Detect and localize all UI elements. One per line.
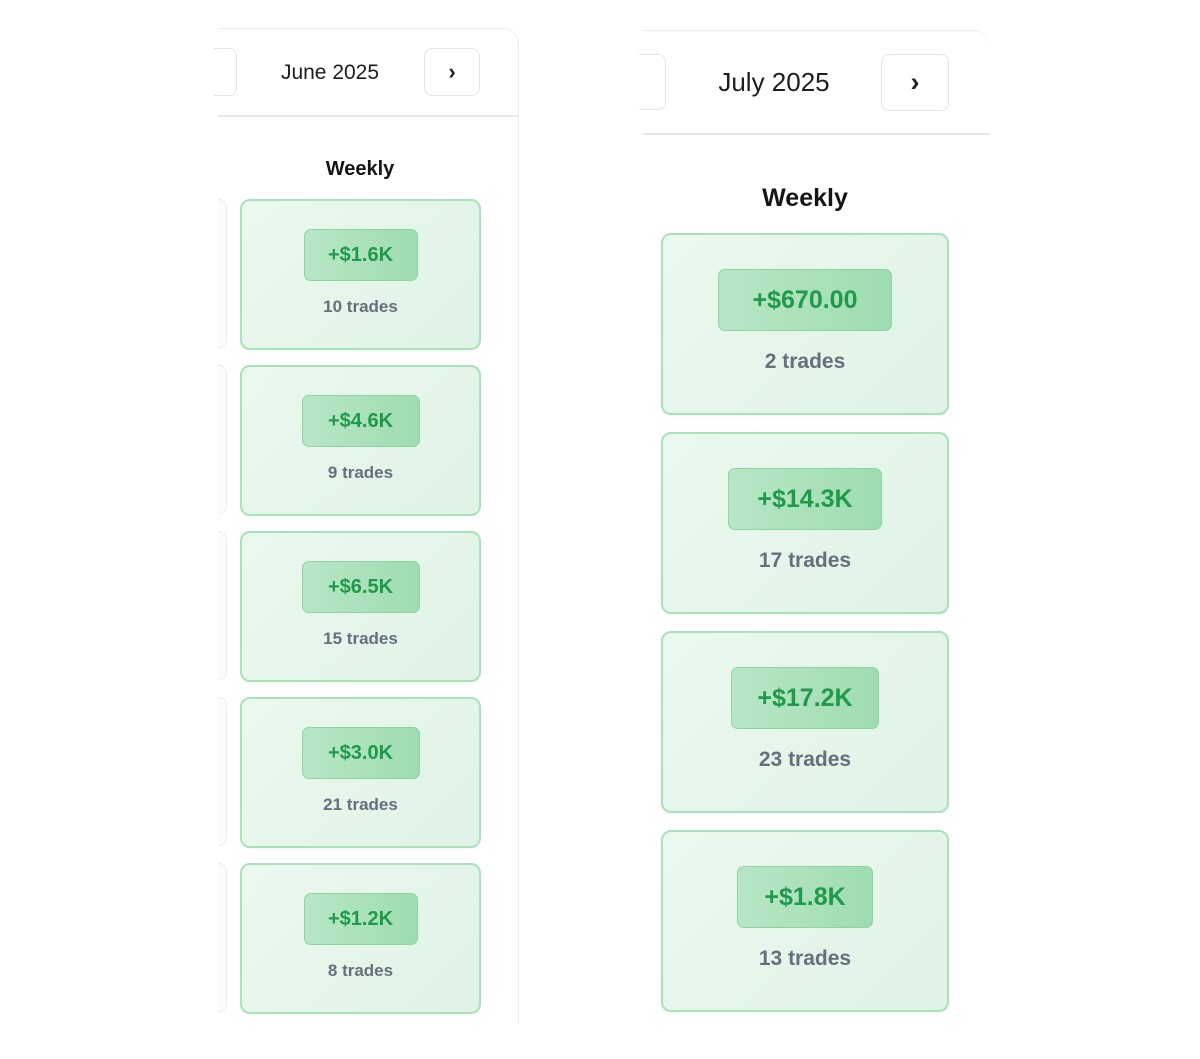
chevron-right-icon: ›	[910, 67, 920, 97]
weekly-trade-count: 10 trades	[323, 297, 398, 316]
weekly-pnl-badge: +$6.5K	[301, 561, 420, 613]
next-month-button[interactable]: ›	[424, 48, 480, 96]
weekly-summary-card[interactable]: +$6.5K 15 trades	[240, 531, 481, 682]
header-divider	[643, 133, 990, 135]
weekly-heading: Weekly	[762, 184, 848, 212]
weekly-pnl-badge: +$3.0K	[301, 727, 420, 779]
weekly-trade-count: 17 trades	[758, 549, 852, 572]
weekly-trade-count: 21 trades	[323, 795, 398, 814]
chevron-right-icon: ›	[448, 59, 456, 84]
day-cell-edge	[218, 863, 227, 1012]
june-calendar-panel: June 2025 › Weekly +$1.6K 10 trades +$4.6K…	[214, 28, 519, 1024]
weekly-pnl-badge: +$1.6K	[303, 229, 418, 281]
weekly-summary-card[interactable]: +$17.2K 23 trades	[661, 631, 949, 813]
prev-month-button[interactable]	[639, 54, 666, 110]
weekly-pnl-badge: +$17.2K	[731, 667, 879, 729]
weekly-pnl-badge: +$1.8K	[737, 866, 873, 928]
weekly-heading: Weekly	[325, 158, 395, 180]
header-divider	[218, 115, 518, 117]
next-month-button[interactable]: ›	[881, 54, 949, 111]
weekly-summary-card[interactable]: +$4.6K 9 trades	[240, 365, 481, 516]
weekly-trade-count: 8 trades	[327, 961, 394, 980]
weekly-trade-count: 13 trades	[758, 947, 852, 970]
prev-month-button[interactable]	[214, 48, 237, 96]
july-calendar-panel: July 2025 › Weekly +$670.00 2 trades +$14.…	[639, 30, 990, 1021]
weekly-pnl-badge: +$14.3K	[728, 468, 882, 530]
weekly-pnl-badge: +$1.2K	[303, 893, 418, 945]
weekly-summary-card[interactable]: +$670.00 2 trades	[661, 233, 949, 415]
weekly-summary-card[interactable]: +$3.0K 21 trades	[240, 697, 481, 848]
day-cell-edge	[218, 697, 227, 846]
weekly-summary-card[interactable]: +$1.2K 8 trades	[240, 863, 481, 1014]
weekly-trade-count: 23 trades	[758, 748, 852, 771]
day-cell-edge	[218, 531, 227, 680]
weekly-pnl-badge: +$4.6K	[301, 395, 420, 447]
weekly-trade-count: 2 trades	[764, 350, 846, 373]
weekly-summary-card[interactable]: +$14.3K 17 trades	[661, 432, 949, 614]
weekly-summary-card[interactable]: +$1.6K 10 trades	[240, 199, 481, 350]
weekly-pnl-badge: +$670.00	[718, 269, 892, 331]
day-cell-edge	[218, 199, 227, 348]
day-cell-edge	[218, 365, 227, 514]
month-title: June 2025	[280, 61, 380, 84]
weekly-trade-count: 9 trades	[327, 463, 394, 482]
month-title: July 2025	[718, 67, 830, 97]
weekly-trade-count: 15 trades	[323, 629, 398, 648]
weekly-summary-card[interactable]: +$1.8K 13 trades	[661, 830, 949, 1012]
